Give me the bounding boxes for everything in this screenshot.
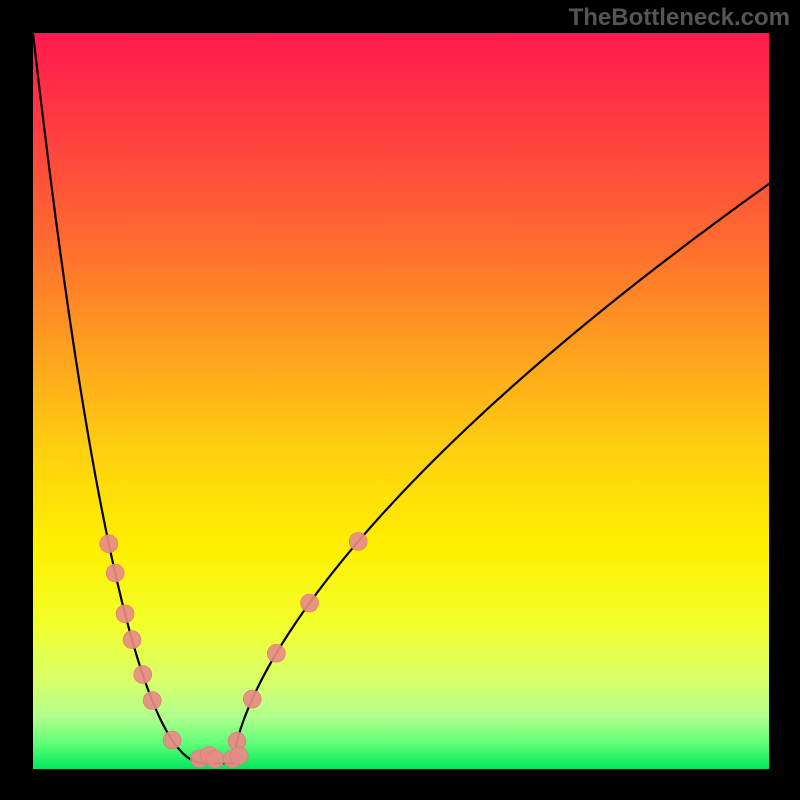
curve-marker [106,564,124,582]
curve-marker [267,644,285,662]
curve-marker [230,747,248,765]
curve-marker [100,535,118,553]
frame-border [769,33,800,769]
curve-marker [134,666,152,684]
curve-marker [243,690,261,708]
frame-border [0,33,33,769]
curve-marker [116,605,134,623]
curve-marker [301,594,319,612]
gradient-background [33,33,769,769]
curve-marker [206,750,224,768]
frame-border [0,769,800,800]
curve-marker [163,731,181,749]
watermark-text: TheBottleneck.com [569,4,790,32]
curve-marker [123,631,141,649]
curve-marker [143,692,161,710]
bottleneck-chart [0,0,800,800]
curve-marker [349,532,367,550]
